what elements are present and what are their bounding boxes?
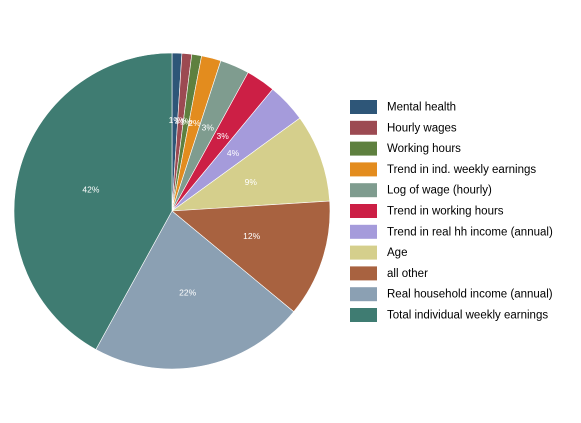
pie-slice-label-0: 1% xyxy=(169,115,182,125)
legend-swatch-4 xyxy=(350,183,377,198)
legend-label-2: Working hours xyxy=(387,143,461,155)
legend-swatch-10 xyxy=(350,308,377,322)
pie-slice-7 xyxy=(170,117,331,212)
legend-swatch-5 xyxy=(350,204,377,218)
legend-label-1: Hourly wages xyxy=(387,122,457,134)
pie-slice-labels: 1%1%1%2% 3%3%4%9%12%22%42% xyxy=(82,115,260,297)
legend-label-6: Trend in real hh income (annual) xyxy=(387,226,553,238)
legend-label-8: all other xyxy=(387,268,428,280)
legend-swatch-2 xyxy=(350,141,377,156)
legend-label-7: Age xyxy=(387,247,407,259)
pie-slice-label-4: 3% xyxy=(202,123,215,133)
pie-slice-10 xyxy=(13,52,173,350)
pie-slice-label-5: 3% xyxy=(216,131,229,141)
legend-swatch-0 xyxy=(350,100,377,114)
pie-slices xyxy=(13,52,331,370)
legend-swatch-9 xyxy=(350,287,377,302)
pie-slice-label-2: 1% xyxy=(180,116,193,126)
pie-slice-label-6: 4% xyxy=(227,148,240,158)
pie-slice-label-8: 12% xyxy=(243,231,260,241)
legend-label-3: Trend in ind. weekly earnings xyxy=(387,164,536,176)
legend-label-5: Trend in working hours xyxy=(387,206,504,218)
legend-label-4: Log of wage (hourly) xyxy=(387,185,492,197)
legend-label-10: Total individual weekly earnings xyxy=(387,310,548,322)
legend-swatch-1 xyxy=(350,120,377,135)
legend-swatch-6 xyxy=(350,224,377,239)
pie-slice-label-1: 1% xyxy=(174,116,187,126)
legend-swatch-8 xyxy=(350,266,377,281)
pie-slice-8 xyxy=(171,200,331,313)
legend-swatch-7 xyxy=(350,245,377,260)
pie-slice-9 xyxy=(95,210,295,370)
legend-swatch-3 xyxy=(350,162,377,177)
pie-slice-label-9: 22% xyxy=(179,288,196,298)
pie-slice-label-7: 9% xyxy=(245,177,258,187)
legend: Mental health Hourly wages Working hours Tr… xyxy=(350,100,553,322)
legend-label-9: Real household income (annual) xyxy=(387,289,553,301)
legend-label-0: Mental health xyxy=(387,102,456,114)
pie-slice-label-3: 2% xyxy=(188,118,201,128)
pie-slice-label-10: 42% xyxy=(82,184,99,194)
